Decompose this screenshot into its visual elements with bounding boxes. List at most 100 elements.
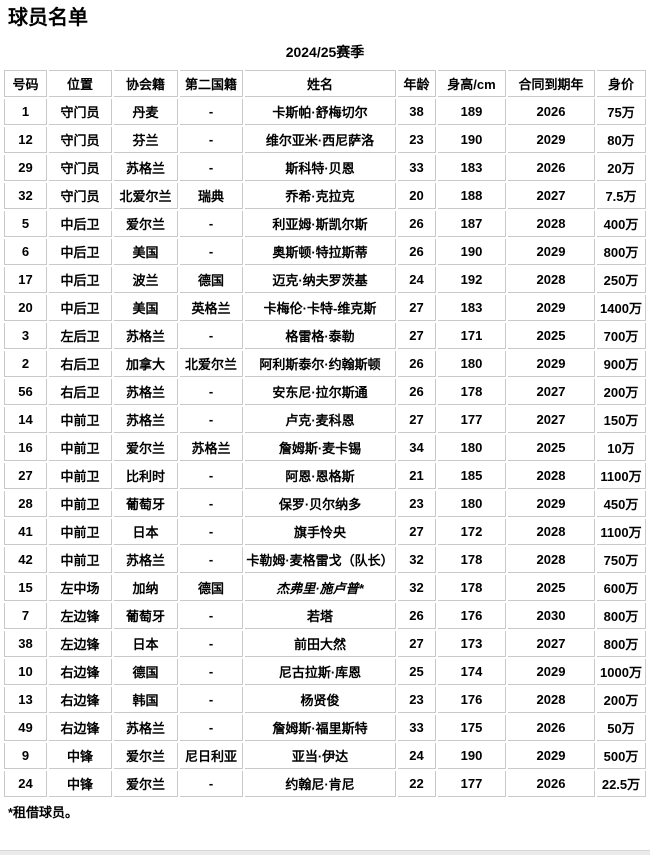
table-row: 3 左后卫 苏格兰 - 格雷格·泰勒 27 171 2025 700万 [4, 323, 646, 349]
cell-second-nationality: 英格兰 [180, 295, 243, 321]
cell-age: 33 [398, 715, 436, 741]
table-row: 42 中前卫 苏格兰 - 卡勒姆·麦格雷戈（队长） 32 178 2028 750万 [4, 547, 646, 573]
cell-height: 178 [438, 379, 506, 405]
cell-second-nationality: - [180, 491, 243, 517]
cell-number: 12 [4, 127, 47, 153]
cell-age: 27 [398, 323, 436, 349]
table-row: 32 守门员 北爱尔兰 瑞典 乔希·克拉克 20 188 2027 7.5万 [4, 183, 646, 209]
cell-position: 右边锋 [49, 715, 112, 741]
cell-age: 27 [398, 295, 436, 321]
cell-position: 中前卫 [49, 519, 112, 545]
cell-nationality: 葡萄牙 [114, 603, 178, 629]
cell-contract-until: 2029 [508, 743, 595, 769]
table-row: 20 中后卫 美国 英格兰 卡梅伦·卡特-维克斯 27 183 2029 1400万 [4, 295, 646, 321]
cell-age: 23 [398, 687, 436, 713]
cell-second-nationality: - [180, 127, 243, 153]
cell-contract-until: 2025 [508, 575, 595, 601]
cell-position: 左后卫 [49, 323, 112, 349]
cell-age: 25 [398, 659, 436, 685]
cell-market-value: 800万 [597, 631, 646, 657]
cell-name: 阿利斯泰尔·约翰斯顿 [245, 351, 396, 377]
cell-market-value: 800万 [597, 603, 646, 629]
cell-age: 26 [398, 239, 436, 265]
cell-number: 20 [4, 295, 47, 321]
cell-second-nationality: - [180, 155, 243, 181]
cell-contract-until: 2027 [508, 379, 595, 405]
cell-position: 中前卫 [49, 407, 112, 433]
table-row: 28 中前卫 葡萄牙 - 保罗·贝尔纳多 23 180 2029 450万 [4, 491, 646, 517]
cell-age: 24 [398, 743, 436, 769]
cell-contract-until: 2029 [508, 127, 595, 153]
cell-age: 34 [398, 435, 436, 461]
cell-number: 17 [4, 267, 47, 293]
cell-nationality: 韩国 [114, 687, 178, 713]
table-row: 13 右边锋 韩国 - 杨贤俊 23 176 2028 200万 [4, 687, 646, 713]
cell-market-value: 750万 [597, 547, 646, 573]
table-row: 17 中后卫 波兰 德国 迈克·纳夫罗茨基 24 192 2028 250万 [4, 267, 646, 293]
cell-nationality: 德国 [114, 659, 178, 685]
cell-number: 9 [4, 743, 47, 769]
cell-contract-until: 2028 [508, 547, 595, 573]
cell-second-nationality: - [180, 407, 243, 433]
cell-name: 迈克·纳夫罗茨基 [245, 267, 396, 293]
cell-position: 中前卫 [49, 547, 112, 573]
table-row: 14 中前卫 苏格兰 - 卢克·麦科恩 27 177 2027 150万 [4, 407, 646, 433]
cell-nationality: 苏格兰 [114, 547, 178, 573]
cell-nationality: 美国 [114, 295, 178, 321]
table-body: 1 守门员 丹麦 - 卡斯帕·舒梅切尔 38 189 2026 75万 12 守门员 芬兰 - 维尔亚米·… [4, 99, 646, 797]
cell-age: 27 [398, 407, 436, 433]
cell-position: 中锋 [49, 771, 112, 797]
header-row: 号码 位置 协会籍 第二国籍 姓名 年龄 身高/cm 合同到期年 身价 [4, 70, 646, 97]
cell-position: 中前卫 [49, 491, 112, 517]
cell-number: 15 [4, 575, 47, 601]
cell-number: 32 [4, 183, 47, 209]
cell-second-nationality: - [180, 99, 243, 125]
cell-position: 左边锋 [49, 603, 112, 629]
cell-nationality: 加纳 [114, 575, 178, 601]
cell-market-value: 50万 [597, 715, 646, 741]
cell-position: 中锋 [49, 743, 112, 769]
table-row: 10 右边锋 德国 - 尼古拉斯·库恩 25 174 2029 1000万 [4, 659, 646, 685]
cell-position: 守门员 [49, 99, 112, 125]
cell-position: 中后卫 [49, 211, 112, 237]
cell-position: 中前卫 [49, 463, 112, 489]
cell-name: 维尔亚米·西尼萨洛 [245, 127, 396, 153]
cell-age: 27 [398, 631, 436, 657]
cell-second-nationality: - [180, 687, 243, 713]
cell-contract-until: 2027 [508, 631, 595, 657]
cell-nationality: 比利时 [114, 463, 178, 489]
cell-height: 192 [438, 267, 506, 293]
cell-nationality: 北爱尔兰 [114, 183, 178, 209]
table-row: 56 右后卫 苏格兰 - 安东尼·拉尔斯通 26 178 2027 200万 [4, 379, 646, 405]
cell-nationality: 美国 [114, 239, 178, 265]
cell-number: 14 [4, 407, 47, 433]
cell-nationality: 苏格兰 [114, 155, 178, 181]
column-header-nationality: 协会籍 [114, 70, 178, 97]
cell-nationality: 爱尔兰 [114, 211, 178, 237]
cell-name: 卡梅伦·卡特-维克斯 [245, 295, 396, 321]
cell-name: 卡勒姆·麦格雷戈（队长） [245, 547, 396, 573]
column-header-contract-until: 合同到期年 [508, 70, 595, 97]
cell-number: 5 [4, 211, 47, 237]
table-row: 2 右后卫 加拿大 北爱尔兰 阿利斯泰尔·约翰斯顿 26 180 2029 900万 [4, 351, 646, 377]
cell-position: 左边锋 [49, 631, 112, 657]
cell-market-value: 75万 [597, 99, 646, 125]
table-row: 15 左中场 加纳 德国 杰弗里·施卢普* 32 178 2025 600万 [4, 575, 646, 601]
cell-contract-until: 2030 [508, 603, 595, 629]
cell-market-value: 250万 [597, 267, 646, 293]
cell-height: 171 [438, 323, 506, 349]
cell-nationality: 日本 [114, 519, 178, 545]
cell-age: 20 [398, 183, 436, 209]
cell-height: 174 [438, 659, 506, 685]
cell-position: 中后卫 [49, 267, 112, 293]
cell-name: 若塔 [245, 603, 396, 629]
cell-contract-until: 2027 [508, 407, 595, 433]
player-roster-table: 号码 位置 协会籍 第二国籍 姓名 年龄 身高/cm 合同到期年 身价 1 守门员 丹麦 - 卡斯帕·舒… [2, 68, 648, 799]
cell-second-nationality: 苏格兰 [180, 435, 243, 461]
cell-second-nationality: - [180, 659, 243, 685]
cell-age: 22 [398, 771, 436, 797]
cell-number: 7 [4, 603, 47, 629]
cell-age: 33 [398, 155, 436, 181]
cell-age: 23 [398, 491, 436, 517]
cell-nationality: 丹麦 [114, 99, 178, 125]
